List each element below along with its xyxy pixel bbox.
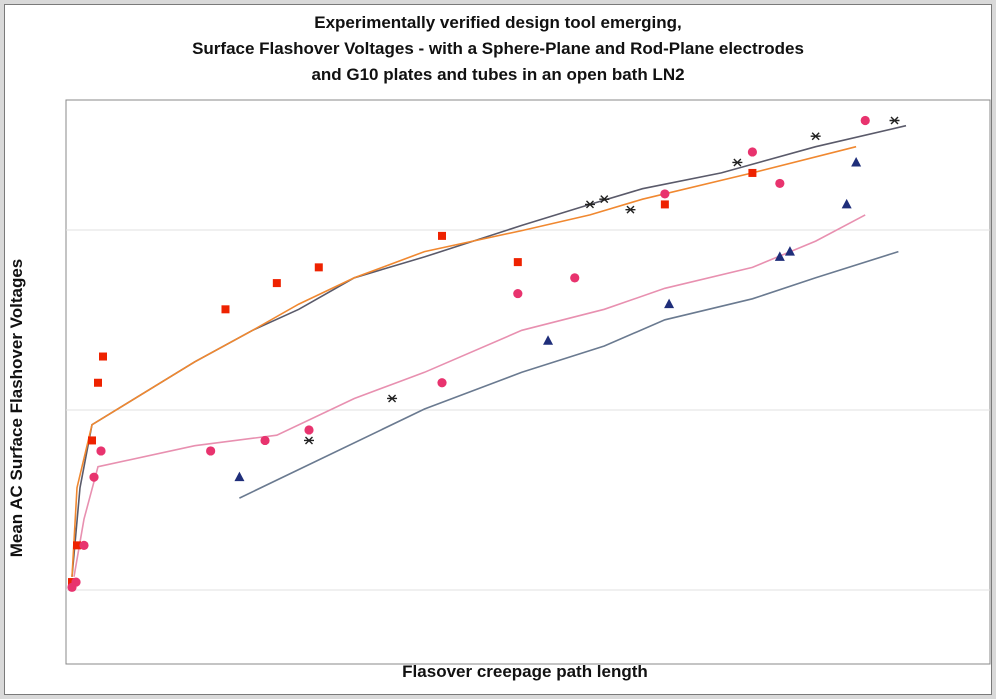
chart-title: Experimentally verified design tool emer… — [0, 10, 996, 88]
circle-point-2-11 — [570, 273, 580, 283]
trend-line-2 — [71, 145, 857, 577]
circle-point-2-15 — [860, 115, 870, 126]
square-point-1-8 — [314, 263, 323, 272]
title-line-3: and G10 plates and tubes in an open bath… — [311, 65, 685, 84]
trend-line-4 — [239, 250, 899, 499]
triangle-point-4-2 — [543, 335, 554, 345]
triangle-point-4-6 — [841, 198, 852, 209]
circle-point-2-4 — [89, 472, 99, 482]
square-point-1-6 — [221, 305, 230, 314]
triangle-point-4-4 — [774, 251, 785, 261]
data-points — [67, 115, 900, 592]
square-point-1-3 — [88, 436, 96, 445]
x-axis-label: Flasover creepage path length — [402, 662, 648, 681]
trend-line-3 — [73, 214, 866, 577]
square-point-1-2 — [73, 541, 81, 550]
star-point-3-7 — [810, 132, 821, 141]
triangle-point-4-7 — [851, 156, 862, 167]
square-point-1-4 — [94, 378, 102, 387]
square-point-1-12 — [748, 168, 757, 177]
y-axis-label: Mean AC Surface Flashover Voltages — [7, 258, 26, 558]
star-point-3-5 — [625, 205, 636, 214]
square-point-1-10 — [513, 258, 522, 267]
circle-point-2-3 — [79, 540, 89, 550]
title-line-2: Surface Flashover Voltages - with a Sphe… — [192, 39, 804, 58]
title-line-1: Experimentally verified design tool emer… — [314, 13, 682, 32]
star-point-3-8 — [889, 116, 900, 125]
star-point-3-1 — [303, 436, 314, 445]
star-point-3-3 — [584, 200, 595, 209]
triangle-point-4-3 — [664, 298, 675, 309]
triangle-point-4-5 — [784, 246, 795, 256]
circle-point-2-10 — [513, 288, 523, 299]
circle-point-2-5 — [96, 446, 106, 456]
circle-point-2-2 — [71, 577, 81, 587]
plot-area — [65, 99, 991, 665]
square-point-1-7 — [272, 279, 281, 288]
trend-lines — [71, 124, 907, 577]
circle-point-2-12 — [660, 189, 670, 199]
star-point-3-6 — [732, 158, 743, 167]
circle-point-2-7 — [260, 435, 270, 446]
circle-point-2-8 — [304, 425, 314, 435]
circle-point-2-6 — [206, 446, 216, 456]
square-point-1-5 — [99, 352, 107, 361]
square-point-1-9 — [438, 231, 447, 240]
star-point-3-4 — [599, 195, 610, 204]
triangle-point-4-1 — [234, 471, 245, 482]
circle-point-2-13 — [747, 147, 758, 157]
circle-point-2-14 — [775, 178, 785, 189]
circle-point-2-9 — [437, 378, 447, 388]
square-point-1-11 — [660, 200, 669, 209]
star-point-3-2 — [387, 394, 398, 403]
